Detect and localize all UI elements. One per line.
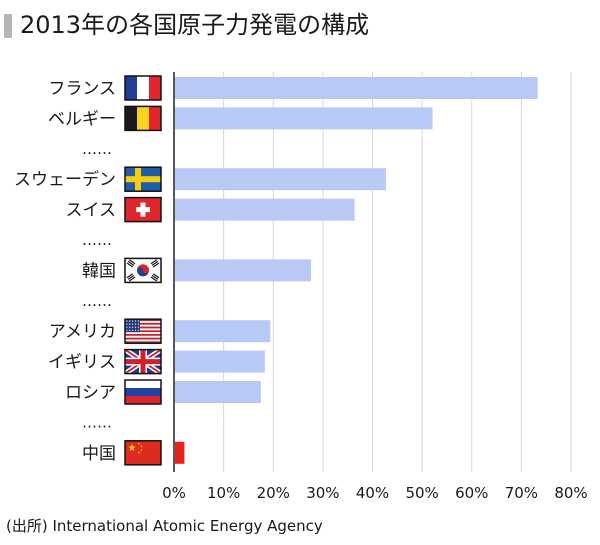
chart-title: 2013年の各国原子力発電の構成 [20, 11, 370, 39]
bar [175, 168, 386, 191]
bar [175, 381, 261, 403]
category-label: スイス [66, 201, 117, 221]
ellipsis-separator: …… [82, 292, 112, 310]
title-accent-bar [4, 14, 12, 38]
ellipsis-separator: …… [82, 140, 112, 158]
south-korea-flag [124, 257, 162, 284]
x-tick-label: 70% [505, 484, 538, 502]
x-tick-label: 60% [455, 484, 488, 502]
x-tick-label: 20% [257, 484, 290, 502]
usa-flag [124, 318, 162, 344]
x-tick-label: 50% [405, 484, 438, 502]
russia-flag [124, 379, 162, 405]
category-label: 韓国 [82, 261, 116, 281]
x-tick-label: 40% [356, 484, 389, 502]
bar [175, 441, 185, 464]
ellipsis-separator: …… [82, 413, 112, 431]
category-label: ロシア [65, 383, 116, 403]
x-tick-label: 80% [554, 484, 587, 502]
ellipsis-separator: …… [82, 231, 112, 249]
x-tick-label: 30% [306, 484, 339, 502]
x-tick-label: 10% [207, 484, 240, 502]
category-label: フランス [48, 79, 116, 99]
bar [175, 350, 265, 373]
switzerland-flag [124, 196, 162, 223]
x-tick-label: 0% [162, 484, 186, 502]
bar [175, 198, 355, 221]
sweden-flag [124, 166, 162, 192]
category-label: ベルギー [48, 109, 116, 129]
category-label: スウェーデン [14, 169, 116, 190]
belgium-flag [124, 105, 162, 132]
category-label: アメリカ [49, 322, 116, 342]
bar [175, 259, 311, 282]
source-note: (出所) International Atomic Energy Agency [6, 517, 323, 535]
france-flag [124, 75, 162, 101]
uk-flag [123, 347, 163, 376]
china-flag [124, 440, 162, 466]
bar [175, 107, 433, 130]
category-label: 中国 [82, 444, 116, 464]
bar [175, 320, 271, 343]
bar [175, 77, 538, 99]
category-label: イギリス [48, 353, 116, 373]
